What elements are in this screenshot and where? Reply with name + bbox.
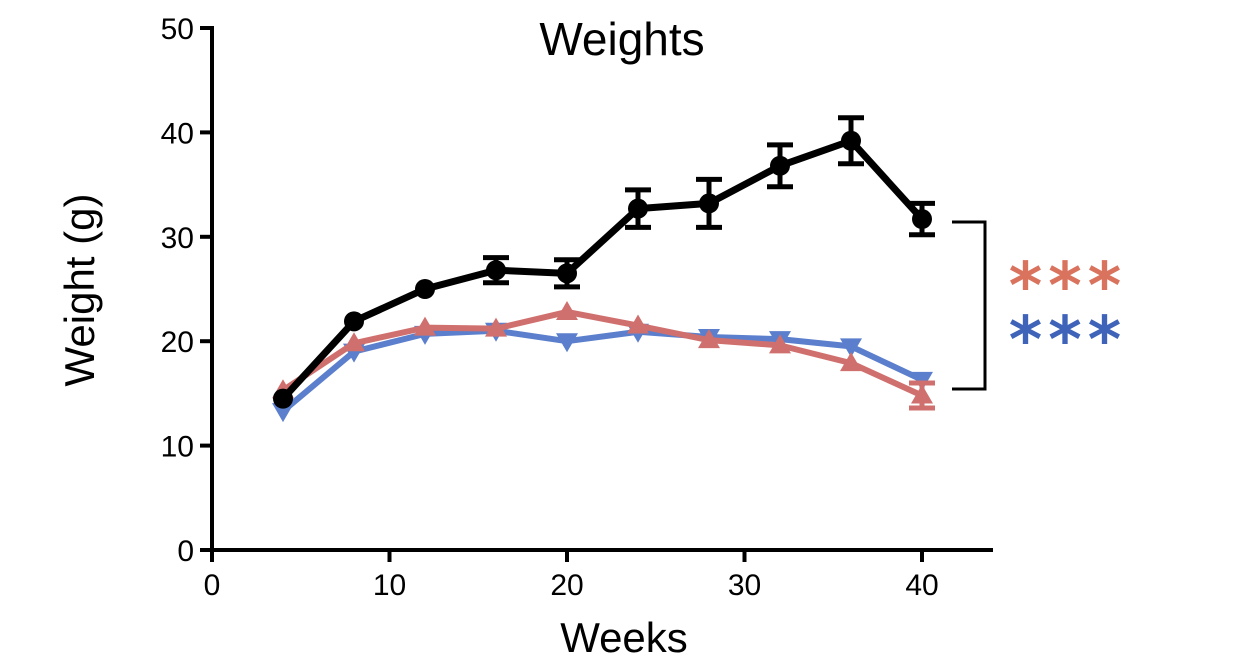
data-point bbox=[911, 384, 933, 404]
data-point bbox=[841, 130, 861, 151]
x-tick-label: 10 bbox=[373, 569, 406, 602]
data-point bbox=[415, 279, 435, 299]
x-tick-label: 20 bbox=[550, 569, 583, 602]
axes: 0 10 20 30 40 50 0 10 20 30 40 bbox=[161, 13, 993, 602]
data-point bbox=[343, 332, 365, 352]
data-point bbox=[556, 333, 578, 353]
data-point bbox=[486, 260, 506, 281]
x-tick-label: 30 bbox=[728, 569, 761, 602]
y-tick-label: 50 bbox=[161, 13, 194, 46]
y-tick-label: 0 bbox=[177, 535, 194, 568]
data-point bbox=[770, 155, 790, 176]
data-point bbox=[699, 193, 719, 214]
y-tick-label: 10 bbox=[161, 431, 194, 464]
y-tick-label: 30 bbox=[161, 222, 194, 255]
plot-area bbox=[272, 115, 935, 423]
x-axis-title: Weeks bbox=[560, 614, 688, 661]
y-tick-label: 20 bbox=[161, 326, 194, 359]
data-point bbox=[414, 316, 436, 336]
y-tick-label: 40 bbox=[161, 117, 194, 150]
data-point bbox=[485, 317, 507, 337]
series-line bbox=[281, 308, 924, 399]
x-tick-label: 0 bbox=[204, 569, 221, 602]
series-0 bbox=[273, 115, 935, 409]
data-point bbox=[840, 338, 862, 358]
chart-title: Weights bbox=[539, 13, 704, 65]
data-point bbox=[557, 263, 577, 284]
x-tick-label: 40 bbox=[905, 569, 938, 602]
series-1 bbox=[272, 300, 935, 411]
data-point bbox=[344, 311, 364, 332]
series-line bbox=[281, 327, 924, 414]
data-point bbox=[698, 329, 720, 349]
data-point bbox=[912, 209, 932, 230]
significance-annotations: ****** bbox=[952, 220, 1127, 391]
data-point bbox=[628, 198, 648, 219]
y-axis-title: Weight (g) bbox=[56, 194, 103, 387]
significance-bracket bbox=[952, 220, 987, 391]
data-point bbox=[840, 352, 862, 372]
data-point bbox=[272, 403, 294, 423]
series-line bbox=[280, 137, 925, 401]
data-point bbox=[627, 314, 649, 334]
significance-stars: *** bbox=[1009, 304, 1127, 378]
data-point bbox=[273, 388, 293, 409]
significance-stars: *** bbox=[1009, 250, 1127, 324]
data-point bbox=[556, 300, 578, 320]
data-point bbox=[769, 334, 791, 354]
